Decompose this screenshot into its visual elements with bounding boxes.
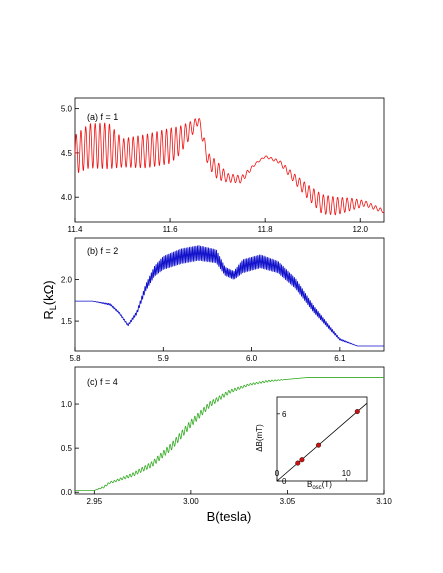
shared-ylabel-sub: L: [48, 305, 58, 310]
panel-b-xtick-label: 6.1: [334, 354, 346, 363]
inset-data-point: [299, 457, 305, 463]
panel-a-xtick-label: 11.6: [163, 225, 179, 234]
inset-xtick-label: 0: [275, 469, 280, 478]
shared-ylabel-unit: (kΩ): [41, 280, 56, 305]
panel-a-label: (a) f = 1: [87, 112, 118, 122]
inset-ytick-label: 6: [282, 410, 287, 419]
shared-xlabel: B(tesla): [207, 509, 252, 524]
panel-a-xtick-label: 12.0: [352, 225, 368, 234]
panel-a-xtick-label: 11.8: [258, 225, 274, 234]
panel-b: (b) f = 2 5.8 5.9 6.0 6.1 1.5 2.0: [61, 237, 385, 363]
inset-xtick-label: 10: [342, 469, 351, 478]
panel-c-trace: [74, 377, 385, 491]
shared-ylabel-base: R: [41, 310, 56, 319]
panel-b-xtick-label: 5.9: [158, 354, 170, 363]
panel-b-ytick-label: 1.5: [61, 317, 73, 326]
panel-c-ytick-label: 1.0: [61, 400, 73, 409]
inset-data-point: [316, 442, 322, 448]
panel-a-ytick-label: 4.5: [61, 149, 73, 158]
inset-xlabel-unit: (T): [322, 480, 333, 489]
panel-b-xtick-label: 5.8: [69, 354, 81, 363]
panel-a-ytick-label: 5.0: [61, 105, 73, 114]
panel-c-frame: [74, 366, 385, 495]
inset-xlabel-base: B: [307, 480, 312, 489]
panel-c-xtick-label: 3.00: [183, 497, 199, 506]
panel-c-xtick-label: 3.05: [280, 497, 296, 506]
inset-frame: [276, 396, 368, 482]
inset-data-point: [354, 409, 360, 415]
panel-b-ytick-label: 2.0: [61, 276, 73, 285]
panel-c-xtick-label: 3.10: [376, 497, 392, 506]
panel-a-ytick-label: 4.0: [61, 193, 73, 202]
panel-a-frame: [74, 97, 385, 223]
panel-c-ytick-label: 0.5: [61, 444, 73, 453]
panel-a-trace: [74, 118, 385, 216]
inset-fit-line: [276, 402, 368, 482]
panel-b-frame: [74, 237, 385, 352]
panel-c-ytick-label: 0.0: [61, 488, 73, 497]
inset-ylabel: ΔB(mT): [255, 424, 264, 452]
panel-c: (c) f = 4 2.95 3.00 3.05 3.10 0.0 0.5 1.0: [61, 366, 392, 506]
panel-b-xtick-label: 6.0: [246, 354, 258, 363]
inset-data-point: [295, 460, 301, 466]
inset-xlabel-sub: osc: [312, 485, 321, 491]
panel-a-xtick-label: 11.4: [68, 225, 84, 234]
panel-c-label: (c) f = 4: [87, 377, 118, 387]
inset-ytick-label: 0: [282, 477, 287, 486]
inset-plot: ΔB(mT) Bosc(T) 0 10 0 6: [255, 396, 368, 491]
panel-b-label: (b) f = 2: [87, 246, 118, 256]
panel-a: (a) f = 1 11.4 11.6 11.8 12.0 4.0 4.5 5.0: [61, 97, 385, 234]
shared-ylabel: RL(kΩ): [41, 280, 58, 319]
inset-xlabel: Bosc(T): [307, 480, 332, 491]
panel-c-xtick-label: 2.95: [87, 497, 103, 506]
panel-b-trace: [74, 245, 385, 347]
